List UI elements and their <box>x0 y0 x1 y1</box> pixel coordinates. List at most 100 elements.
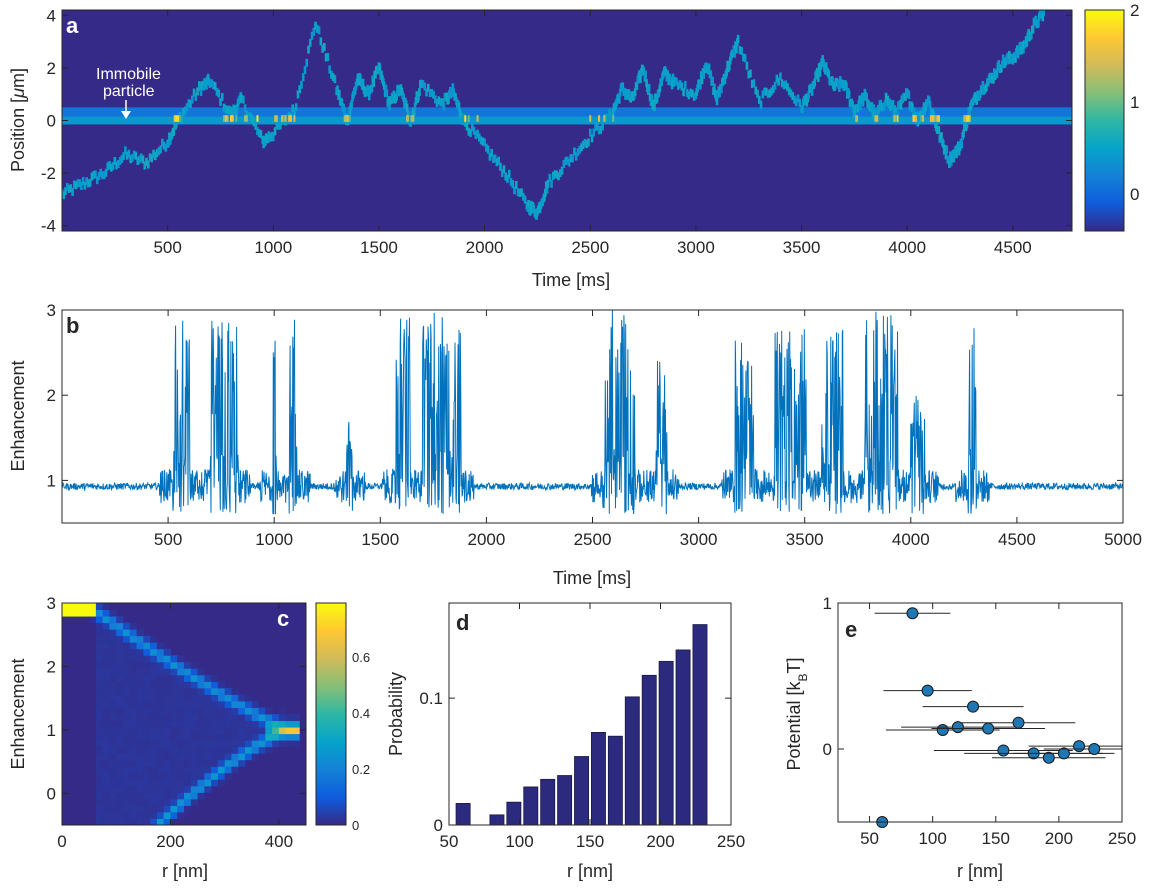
heatmap-cell <box>156 694 165 702</box>
heatmap-cell <box>102 603 110 611</box>
trajectory-pixel <box>331 73 335 82</box>
trajectory-pixel <box>702 70 706 79</box>
heatmap-cell <box>136 642 144 650</box>
heatmap-cell <box>150 772 158 780</box>
trajectory-pixel <box>872 104 876 113</box>
trajectory-pixel <box>202 82 206 91</box>
heatmap-cell <box>136 668 144 676</box>
trajectory-pixel <box>439 98 442 107</box>
trajectory-pixel <box>870 101 874 110</box>
heatmap-cell <box>170 707 178 715</box>
heatmap-cell <box>204 759 212 767</box>
trajectory-pixel <box>213 82 217 91</box>
trajectory-pixel <box>571 154 574 163</box>
heatmap-cell <box>204 707 212 715</box>
heatmap-cell <box>224 707 232 715</box>
panel-c-colorbar-frame <box>315 602 347 826</box>
immobile-annotation-line1: Immobile <box>96 66 161 83</box>
trajectory-pixel <box>65 182 69 191</box>
trajectory-pixel <box>1015 45 1019 54</box>
trajectory-pixel <box>759 100 763 109</box>
heatmap-cell <box>102 635 110 643</box>
heatmap-cell <box>184 792 192 800</box>
crossing-pixel <box>231 115 234 122</box>
trajectory-pixel <box>307 45 310 54</box>
trajectory-pixel <box>523 195 527 204</box>
heatmap-cell <box>224 766 232 774</box>
trajectory-pixel <box>141 155 145 164</box>
heatmap-cell <box>129 655 138 663</box>
trajectory-pixel <box>567 158 571 167</box>
trajectory-pixel <box>838 83 841 92</box>
heatmap-cell <box>95 759 104 767</box>
trajectory-pixel <box>750 79 754 88</box>
heatmap-cell <box>116 687 124 695</box>
heatmap-cell <box>278 720 287 728</box>
trajectory-pixel <box>657 88 661 97</box>
trajectory-pixel <box>817 63 821 72</box>
trajectory-pixel <box>256 127 259 136</box>
heatmap-cell <box>184 785 192 793</box>
heatmap-cell <box>163 779 171 787</box>
trajectory-pixel <box>252 118 256 127</box>
heatmap-cell <box>95 635 104 643</box>
heatmap-cell <box>204 746 212 754</box>
heatmap-cell <box>238 694 246 702</box>
heatmap-cell <box>102 622 110 630</box>
heatmap-cell <box>217 766 226 774</box>
heatmap-cell <box>204 785 212 793</box>
trajectory-pixel <box>257 129 261 138</box>
trajectory-pixel <box>606 116 610 125</box>
heatmap-cell <box>238 720 246 728</box>
panel-a-colorbar-tick-1: 1 <box>1130 93 1139 112</box>
trajectory-pixel <box>74 181 78 190</box>
trajectory-pixel <box>752 79 756 88</box>
heatmap-cell <box>95 772 104 780</box>
heatmap-cell <box>123 779 131 787</box>
trajectory-pixel <box>509 177 513 186</box>
trajectory-pixel <box>676 81 680 90</box>
heatmap-cell <box>177 720 185 728</box>
panel-b-x-tick-label: 500 <box>154 530 182 549</box>
heatmap-cell <box>156 798 165 806</box>
crossing-pixel <box>347 115 350 122</box>
panel-e-y-tick-label: 0 <box>823 740 832 759</box>
heatmap-cell <box>129 635 138 643</box>
trajectory-pixel <box>118 156 122 165</box>
trajectory-pixel <box>827 70 831 79</box>
heatmap-cell <box>116 792 124 800</box>
trajectory-pixel <box>430 88 434 97</box>
trajectory-pixel <box>548 173 552 182</box>
trajectory-pixel <box>227 105 231 114</box>
heatmap-cell <box>102 766 110 774</box>
heatmap-cell <box>102 661 110 669</box>
trajectory-pixel <box>707 63 711 72</box>
heatmap-cell <box>150 753 158 761</box>
trajectory-pixel <box>638 70 641 79</box>
heatmap-cell <box>156 674 165 682</box>
heatmap-cell <box>102 753 110 761</box>
trajectory-pixel <box>594 122 597 131</box>
trajectory-pixel <box>687 91 691 100</box>
heatmap-cell <box>123 792 131 800</box>
trajectory-pixel <box>985 83 988 92</box>
heatmap-cell <box>177 661 185 669</box>
trajectory-pixel <box>557 172 560 181</box>
heatmap-cell <box>204 720 212 728</box>
heatmap-cell <box>231 687 239 695</box>
heatmap-cell <box>184 707 192 715</box>
trajectory-pixel <box>941 140 945 149</box>
heatmap-cell <box>190 714 199 722</box>
trajectory-pixel <box>731 49 735 58</box>
trajectory-pixel <box>300 80 303 89</box>
trajectory-pixel <box>463 118 467 127</box>
heatmap-cell <box>204 700 212 708</box>
trajectory-pixel <box>791 92 795 101</box>
heatmap-cell <box>170 746 178 754</box>
trajectory-pixel <box>950 154 954 163</box>
heatmap-cell <box>136 687 144 695</box>
heatmap-cell <box>285 740 293 748</box>
trajectory-pixel <box>387 96 390 105</box>
trajectory-pixel <box>818 68 822 77</box>
heatmap-cell <box>150 642 158 650</box>
